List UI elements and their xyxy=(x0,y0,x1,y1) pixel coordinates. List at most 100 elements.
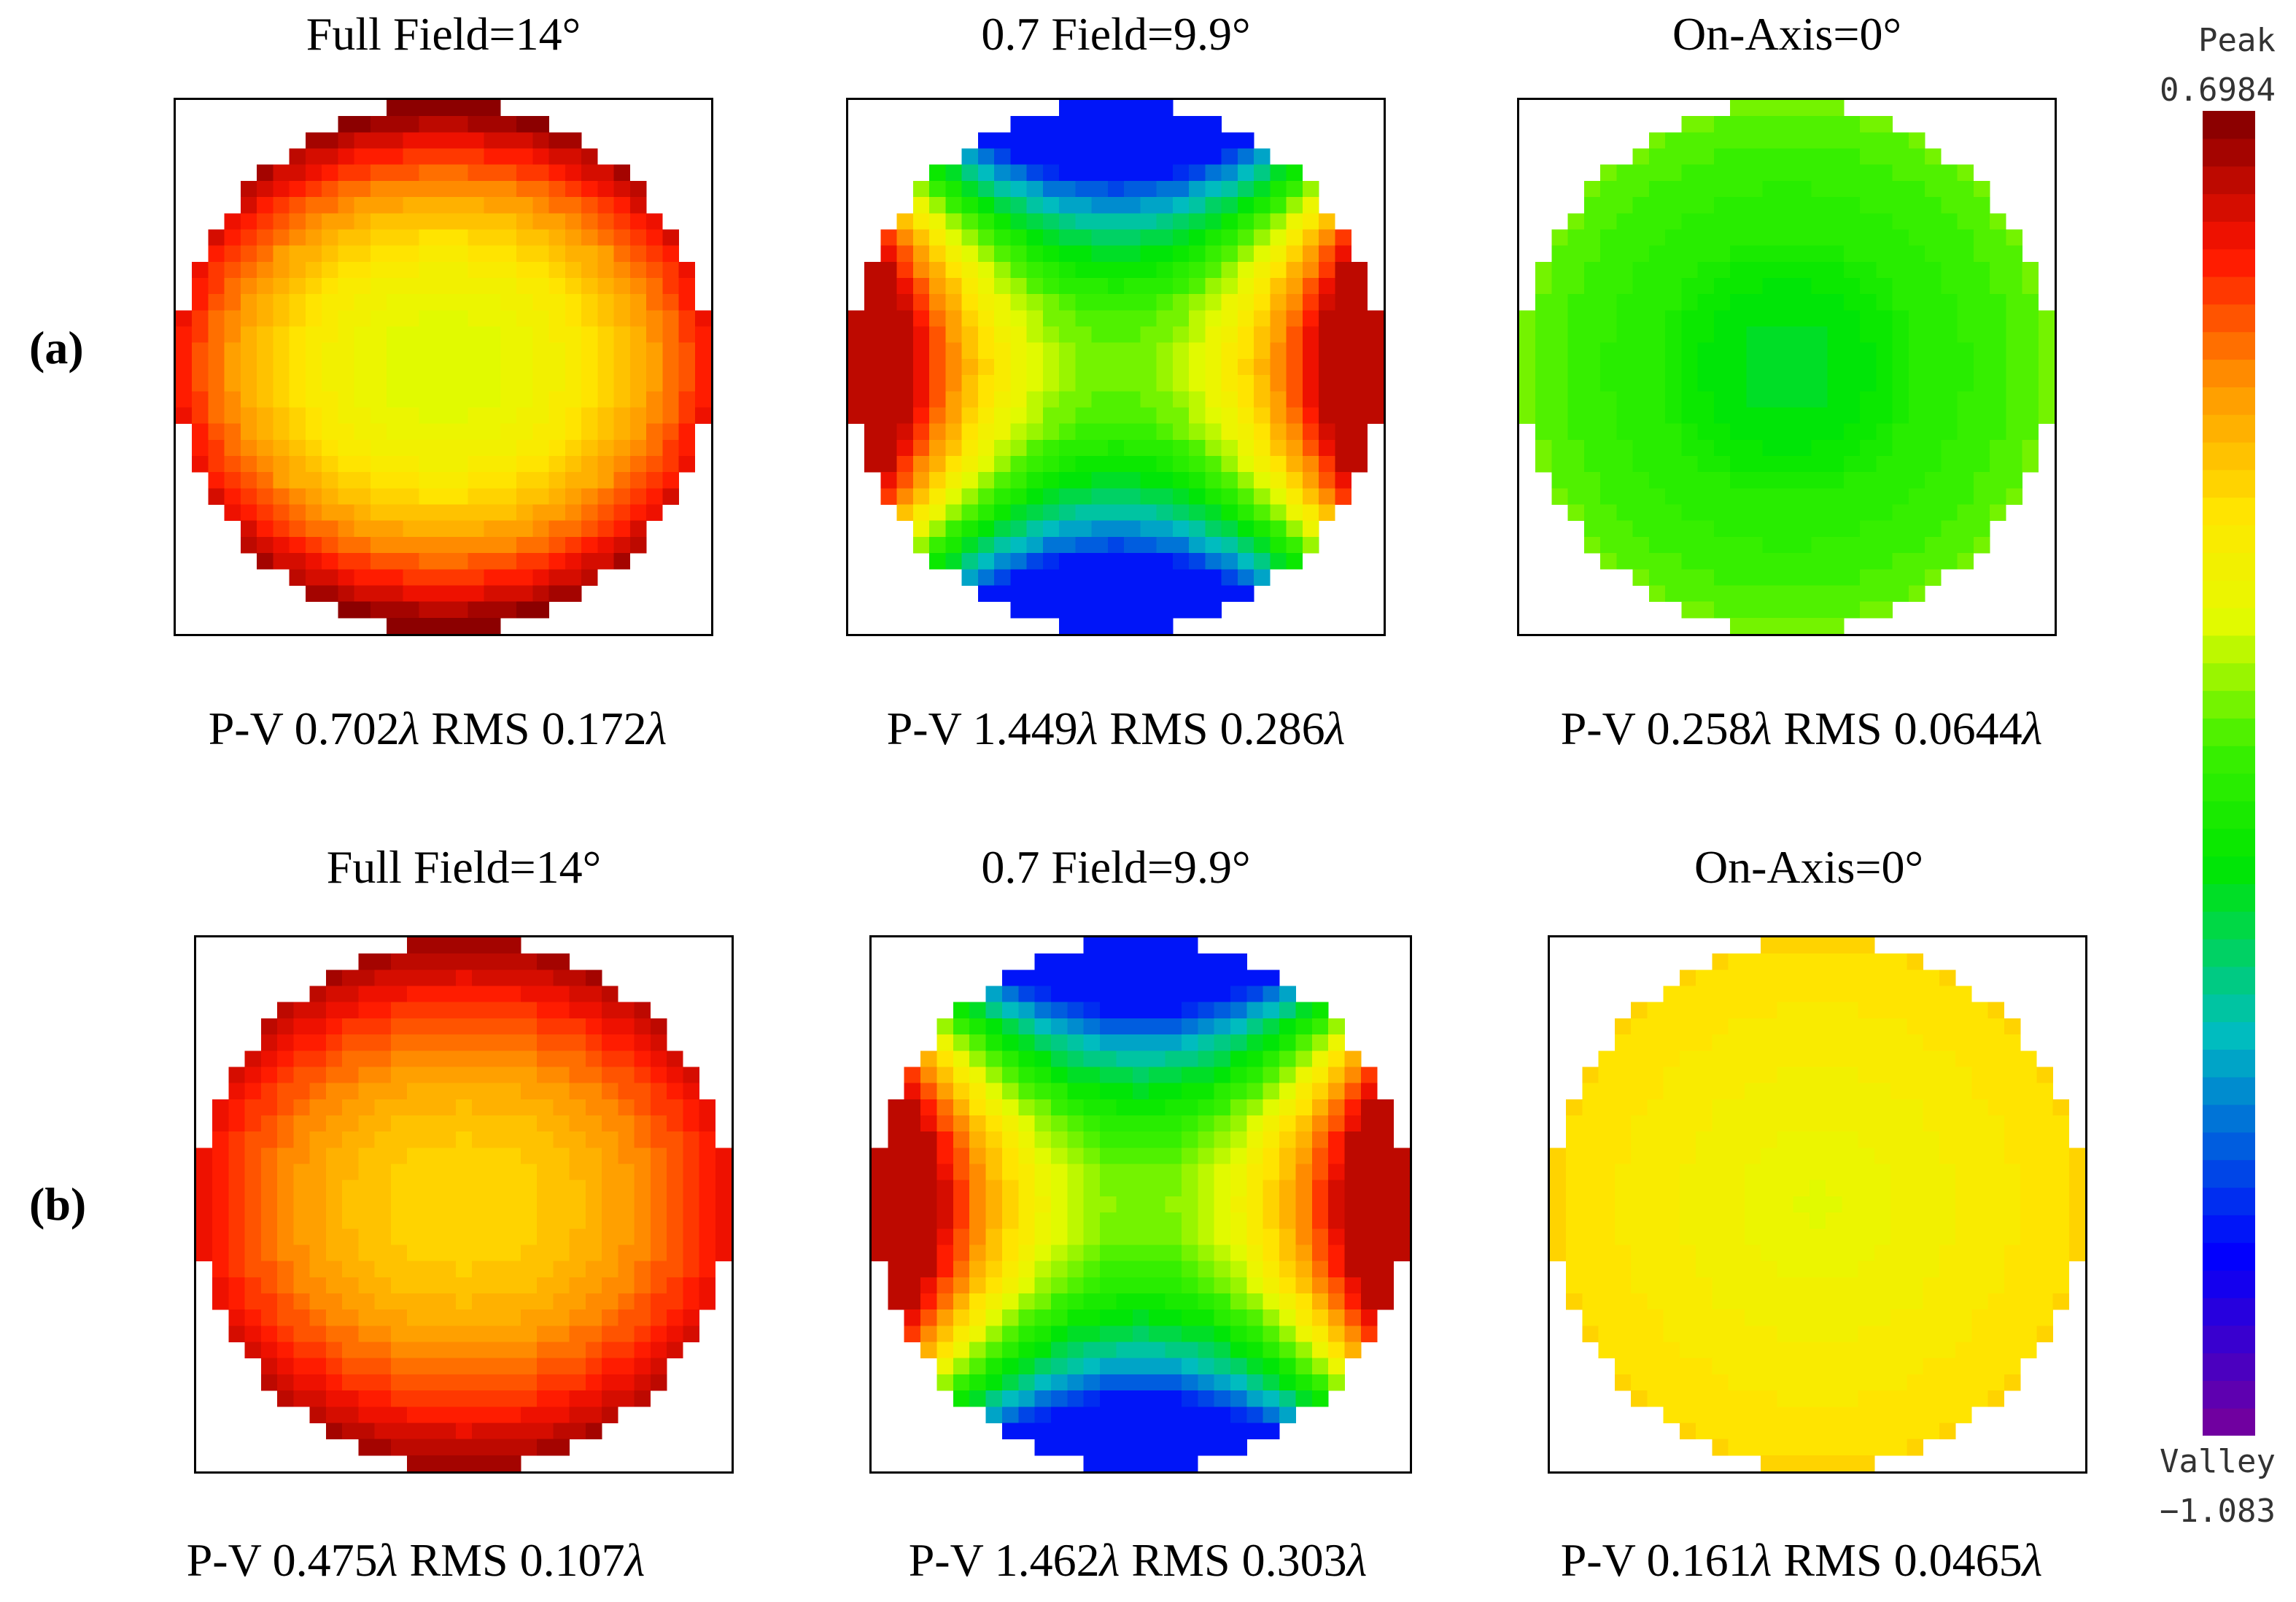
wavefront-cell xyxy=(1679,1228,1696,1245)
wavefront-cell xyxy=(1351,326,1368,344)
wavefront-cell xyxy=(1116,1261,1133,1278)
wavefront-cell xyxy=(403,585,420,603)
wavefront-cell xyxy=(1860,488,1877,505)
wavefront-cell xyxy=(2036,1277,2053,1294)
wavefront-cell xyxy=(1360,1180,1378,1197)
wavefront-cell xyxy=(994,504,1011,522)
wavefront-cell xyxy=(1631,1034,1648,1051)
wavefront-cell xyxy=(309,1358,327,1375)
wavefront-cell xyxy=(1647,1180,1664,1197)
wavefront-cell xyxy=(208,245,225,263)
wavefront-cell xyxy=(1990,456,2006,473)
wavefront-cell xyxy=(244,1196,262,1213)
wavefront-cell xyxy=(1132,1390,1149,1407)
wavefront-cell xyxy=(602,1148,618,1164)
wavefront-cell xyxy=(985,1277,1003,1294)
wavefront-cell xyxy=(597,472,614,489)
wavefront-cell xyxy=(629,456,647,473)
wavefront-cell xyxy=(520,1277,538,1294)
wavefront-cell xyxy=(500,569,517,586)
wavefront-cell xyxy=(1026,601,1044,619)
wavefront-cell xyxy=(1279,1067,1296,1084)
wavefront-cell xyxy=(1582,1148,1599,1164)
wavefront-cell xyxy=(1360,1099,1378,1116)
wavefront-cell xyxy=(1696,986,1713,1003)
wavefront-cell xyxy=(888,1180,905,1197)
wavefront-cell xyxy=(1018,1406,1036,1423)
wavefront-cell xyxy=(390,1374,408,1391)
wavefront-cell xyxy=(618,1115,635,1132)
wavefront-cell xyxy=(1583,278,1601,295)
wavefront-cell xyxy=(374,1034,392,1051)
wavefront-cell xyxy=(597,180,614,198)
wavefront-cell xyxy=(1990,213,2006,230)
wavefront-cell xyxy=(1246,1164,1264,1181)
wavefront-cell xyxy=(1860,116,1877,133)
wavefront-cell xyxy=(403,601,420,619)
wavefront-cell xyxy=(1923,1245,1940,1262)
wavefront-cell xyxy=(1198,1002,1215,1019)
wavefront-cell xyxy=(1826,1050,1842,1067)
wavefront-cell xyxy=(1941,423,1958,441)
wavefront-cell xyxy=(961,148,979,166)
wavefront-cell xyxy=(1712,1148,1729,1164)
wavefront-cell xyxy=(192,326,209,344)
wavefront-cell xyxy=(597,456,614,473)
wavefront-cell xyxy=(1279,1148,1296,1164)
wavefront-cell xyxy=(985,1245,1003,1262)
wavefront-cell xyxy=(309,1212,327,1229)
wavefront-cell xyxy=(1907,1018,1924,1035)
wavefront-cell xyxy=(1107,148,1125,166)
wavefront-cell xyxy=(1059,456,1076,473)
wavefront-cell xyxy=(936,1131,954,1148)
wavefront-cell xyxy=(1566,1180,1583,1197)
wavefront-cell xyxy=(472,953,489,970)
wavefront-cell xyxy=(1744,1374,1761,1391)
wavefront-cell xyxy=(1567,375,1585,392)
wavefront-cell xyxy=(1156,553,1174,570)
wavefront-cell xyxy=(1679,1002,1696,1019)
wavefront-cell xyxy=(1761,1050,1777,1067)
wavefront-cell xyxy=(1165,1002,1182,1019)
wavefront-cell xyxy=(1971,1180,1988,1197)
wavefront-cell xyxy=(977,261,995,279)
wavefront-cell xyxy=(1728,1050,1745,1067)
wavefront-cell xyxy=(953,1164,970,1181)
wavefront-cell xyxy=(1377,1115,1395,1132)
wavefront-cell xyxy=(569,1228,586,1245)
wavefront-cell xyxy=(1042,164,1060,182)
wavefront-cell xyxy=(358,1148,376,1164)
wavefront-cell xyxy=(1843,585,1861,603)
wavefront-cell xyxy=(548,164,566,182)
wavefront-cell xyxy=(1971,1034,1988,1051)
wavefront-cell xyxy=(309,1002,327,1019)
wavefront-cell xyxy=(1762,423,1780,441)
wavefront-cell xyxy=(338,132,355,149)
wavefront-cell xyxy=(1367,358,1384,376)
wavefront-cell xyxy=(520,1099,538,1116)
wavefront-cell xyxy=(1874,1261,1891,1278)
wavefront-cell xyxy=(553,1212,570,1229)
wavefront-cell xyxy=(1762,245,1780,263)
wavefront-cell xyxy=(565,375,582,392)
wavefront-cell xyxy=(1393,1180,1410,1197)
wavefront-cell xyxy=(985,1196,1003,1213)
wavefront-cell xyxy=(969,1245,986,1262)
wavefront-cell xyxy=(212,1148,229,1164)
wavefront-cell xyxy=(374,1002,392,1019)
wavefront-cell xyxy=(1890,1358,1907,1375)
wavefront-cell xyxy=(1001,1002,1019,1019)
wavefront-cell xyxy=(1632,407,1650,425)
wavefront-cell xyxy=(1018,1083,1036,1100)
wavefront-cell xyxy=(387,553,403,570)
wavefront-cell xyxy=(1237,520,1254,538)
wavefront-cell xyxy=(1567,504,1585,522)
wavefront-cell xyxy=(1319,229,1335,247)
wavefront-cell xyxy=(1826,1115,1842,1132)
wavefront-cell xyxy=(1156,116,1174,133)
wavefront-cell xyxy=(1214,1067,1231,1084)
wavefront-cell xyxy=(1075,326,1093,344)
wavefront-cell xyxy=(1116,1406,1133,1423)
wavefront-cell xyxy=(244,1115,262,1132)
wavefront-cell xyxy=(403,132,420,149)
